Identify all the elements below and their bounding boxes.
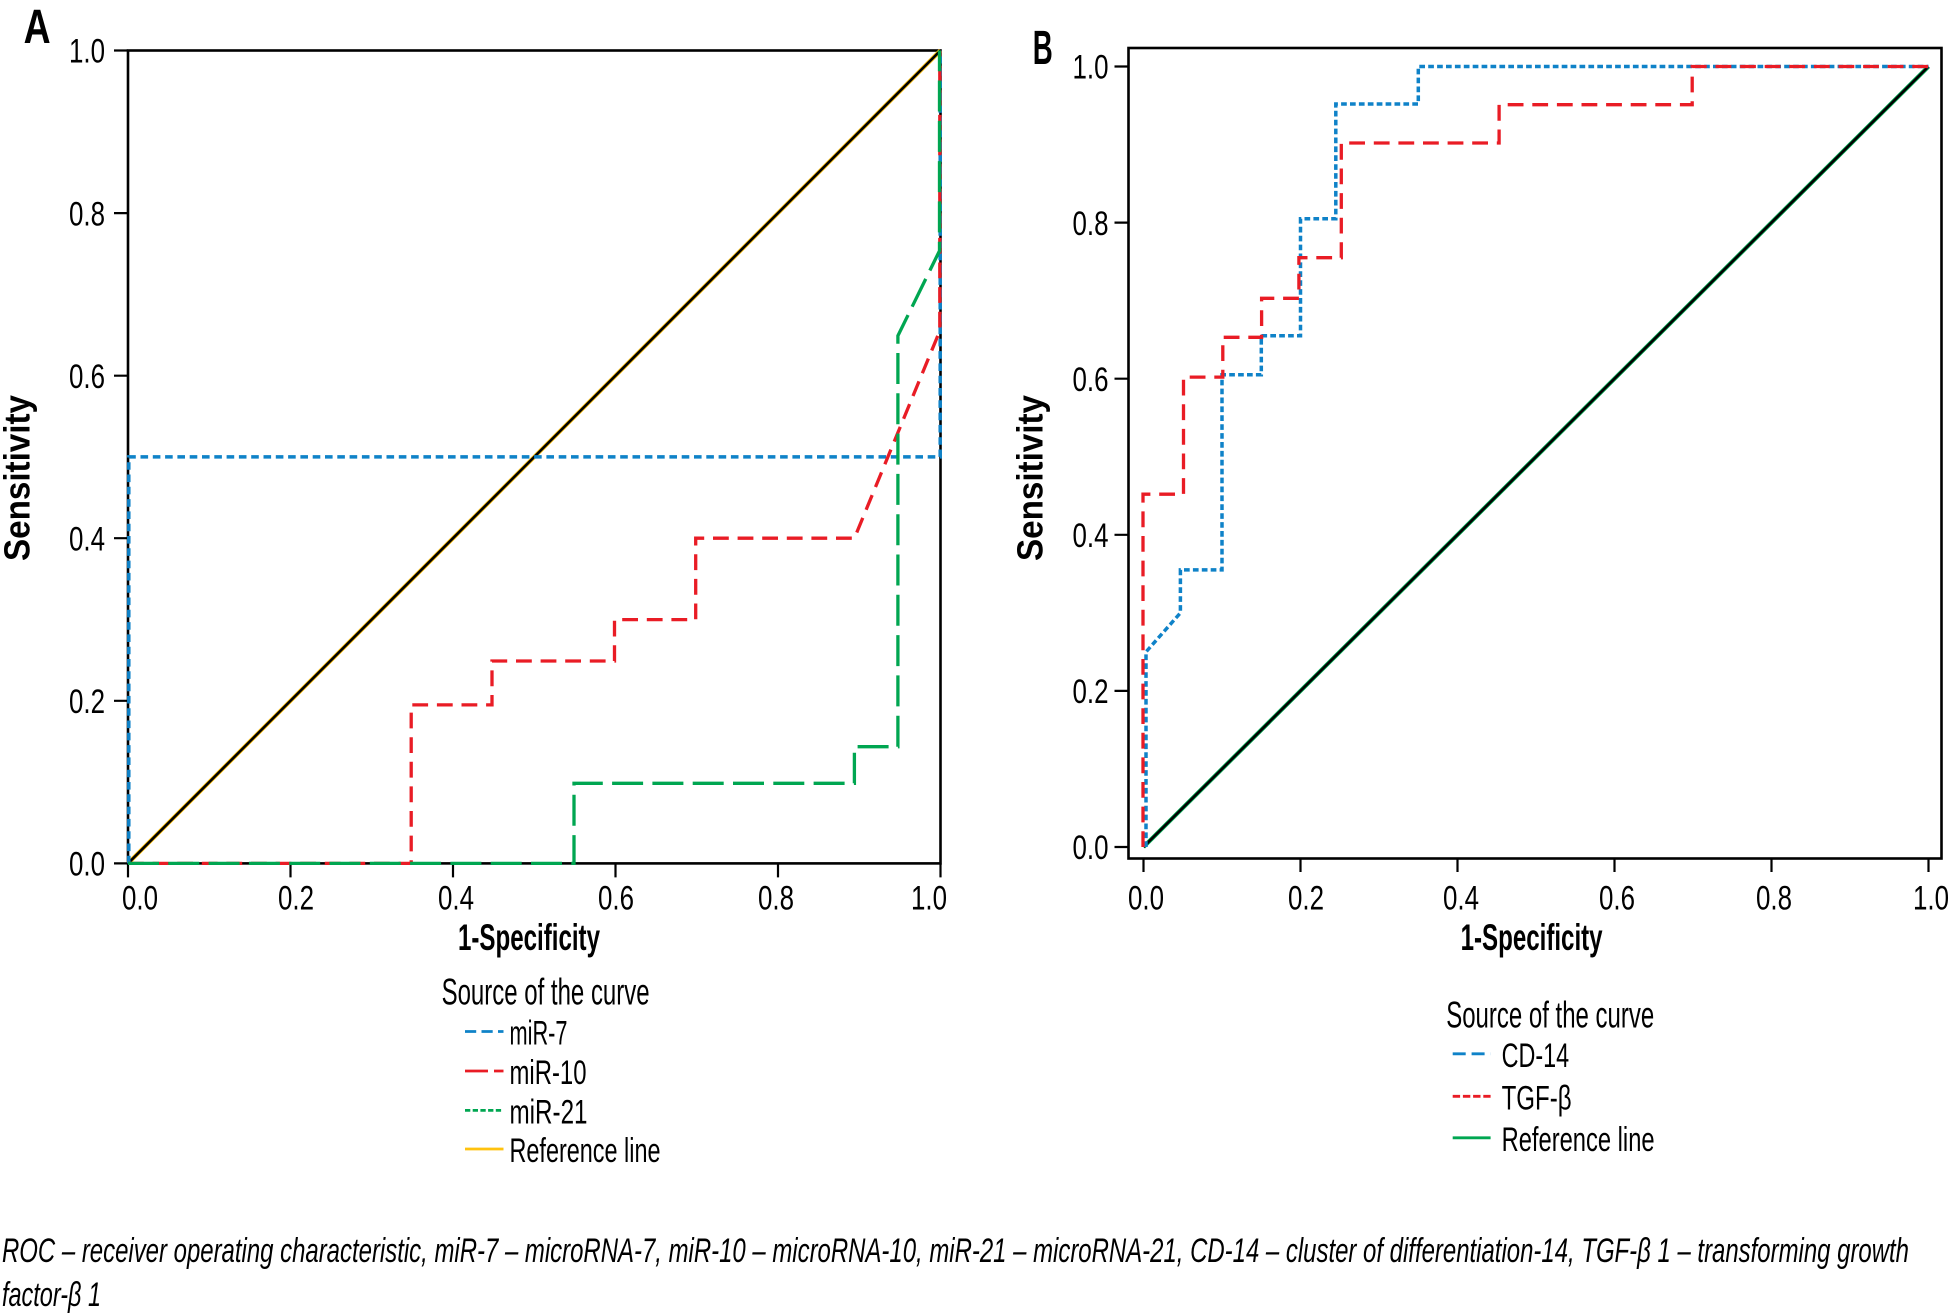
- svg-text:0.8: 0.8: [758, 880, 794, 918]
- svg-text:0.6: 0.6: [598, 880, 634, 918]
- svg-text:1-Specificity: 1-Specificity: [1461, 917, 1603, 958]
- svg-text:miR-7: miR-7: [510, 1015, 568, 1053]
- svg-text:0.0: 0.0: [1128, 880, 1164, 918]
- svg-text:0.6: 0.6: [1073, 361, 1109, 399]
- svg-text:TGF-β: TGF-β: [1502, 1079, 1572, 1117]
- svg-text:Reference line: Reference line: [510, 1132, 661, 1170]
- svg-text:CD-14: CD-14: [1502, 1037, 1570, 1075]
- svg-text:1.0: 1.0: [911, 880, 947, 918]
- svg-text:ROC – receiver operating chara: ROC – receiver operating characteristic,…: [2, 1232, 1909, 1270]
- svg-text:0.4: 0.4: [1073, 517, 1109, 555]
- svg-text:1.0: 1.0: [1073, 49, 1109, 87]
- svg-text:factor-β 1: factor-β 1: [2, 1276, 101, 1314]
- svg-text:0.2: 0.2: [1073, 673, 1109, 711]
- svg-text:Sensitivity: Sensitivity: [0, 395, 38, 561]
- svg-text:1.0: 1.0: [69, 33, 105, 71]
- svg-text:B: B: [1033, 22, 1053, 75]
- svg-text:0.8: 0.8: [1073, 205, 1109, 243]
- svg-text:1.0: 1.0: [1913, 880, 1948, 918]
- svg-text:0.8: 0.8: [69, 195, 105, 233]
- svg-text:0.2: 0.2: [1288, 880, 1324, 918]
- svg-text:0.8: 0.8: [1756, 880, 1792, 918]
- svg-text:Source of the curve: Source of the curve: [442, 971, 650, 1012]
- svg-text:0.0: 0.0: [122, 880, 158, 918]
- svg-text:0.6: 0.6: [1599, 880, 1635, 918]
- svg-text:0.6: 0.6: [69, 358, 105, 396]
- svg-text:Reference line: Reference line: [1502, 1121, 1655, 1159]
- svg-text:Source of the curve: Source of the curve: [1446, 995, 1654, 1036]
- svg-text:0.2: 0.2: [69, 683, 105, 721]
- svg-text:0.2: 0.2: [278, 880, 314, 918]
- svg-text:Sensitivity: Sensitivity: [1010, 395, 1051, 561]
- svg-text:A: A: [24, 1, 51, 54]
- svg-text:miR-10: miR-10: [510, 1054, 587, 1092]
- svg-text:miR-21: miR-21: [510, 1093, 588, 1131]
- svg-text:0.0: 0.0: [69, 846, 105, 884]
- svg-text:0.4: 0.4: [1443, 880, 1479, 918]
- svg-text:0.4: 0.4: [69, 520, 105, 558]
- svg-text:1-Specificity: 1-Specificity: [458, 917, 600, 958]
- svg-text:0.0: 0.0: [1073, 829, 1109, 867]
- svg-text:0.4: 0.4: [438, 880, 474, 918]
